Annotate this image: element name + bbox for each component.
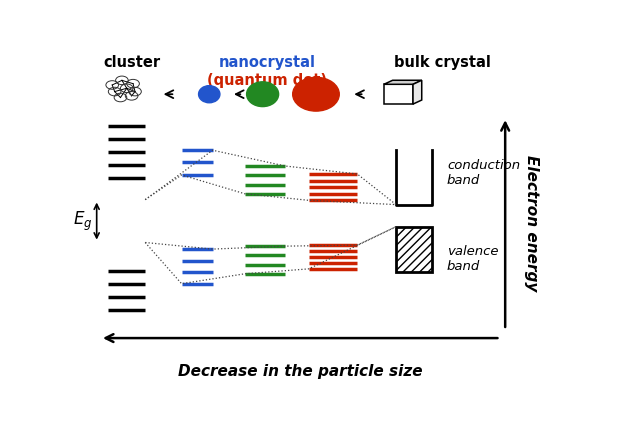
Text: cluster: cluster xyxy=(103,55,160,70)
Text: (quantum dot): (quantum dot) xyxy=(207,73,327,88)
Ellipse shape xyxy=(293,77,339,111)
Ellipse shape xyxy=(198,86,220,103)
Text: $E_g$: $E_g$ xyxy=(73,209,93,233)
Polygon shape xyxy=(384,80,422,84)
Text: valence
band: valence band xyxy=(447,245,498,273)
Text: Electron energy: Electron energy xyxy=(525,155,540,292)
Text: nanocrystal: nanocrystal xyxy=(219,55,316,70)
Bar xyxy=(396,227,433,272)
Text: bulk crystal: bulk crystal xyxy=(394,55,491,70)
Ellipse shape xyxy=(247,82,279,107)
Bar xyxy=(384,84,413,104)
Polygon shape xyxy=(413,80,422,104)
Text: Decrease in the particle size: Decrease in the particle size xyxy=(178,365,423,380)
Text: conduction
band: conduction band xyxy=(447,159,520,187)
